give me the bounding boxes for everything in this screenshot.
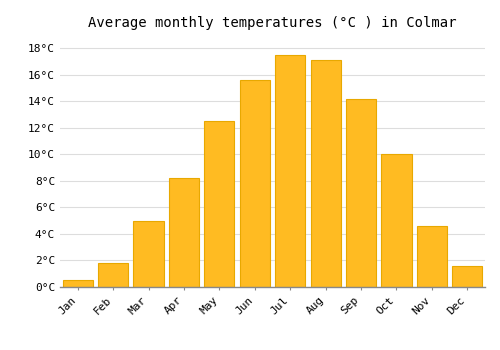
Bar — [204, 121, 234, 287]
Bar — [98, 263, 128, 287]
Bar — [452, 266, 482, 287]
Bar — [417, 226, 447, 287]
Bar — [169, 178, 199, 287]
Bar — [382, 154, 412, 287]
Bar — [134, 221, 164, 287]
Title: Average monthly temperatures (°C ) in Colmar: Average monthly temperatures (°C ) in Co… — [88, 16, 457, 30]
Bar — [310, 60, 340, 287]
Bar — [240, 80, 270, 287]
Bar — [346, 99, 376, 287]
Bar — [62, 280, 93, 287]
Bar — [275, 55, 306, 287]
